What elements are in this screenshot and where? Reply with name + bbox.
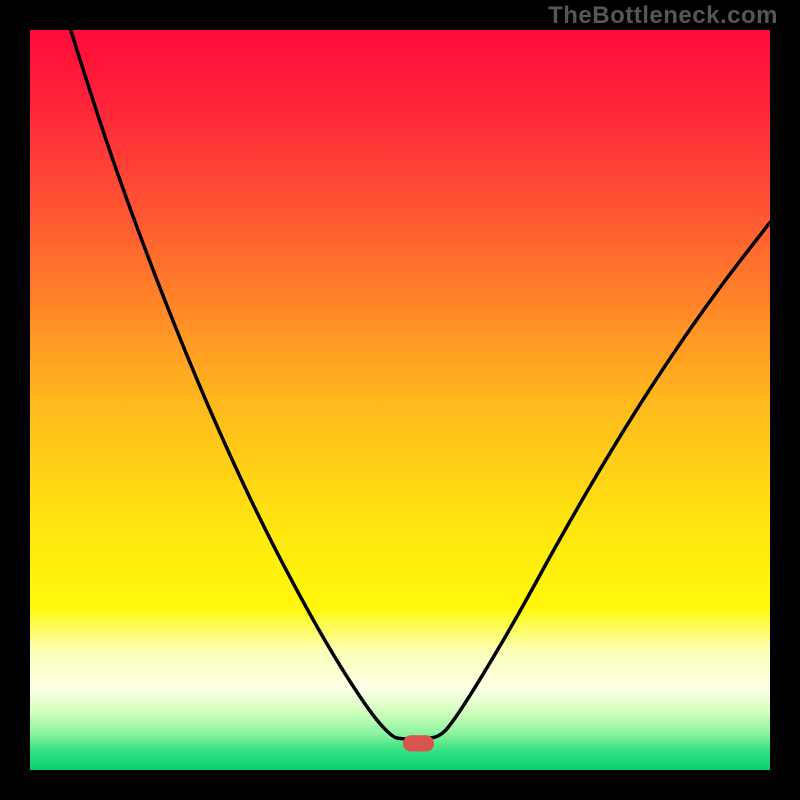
chart-background-gradient (30, 30, 770, 770)
optimal-point-marker (403, 735, 434, 751)
chart-svg (30, 30, 770, 770)
watermark-text: TheBottleneck.com (548, 2, 778, 30)
chart-plot-area (30, 30, 770, 770)
